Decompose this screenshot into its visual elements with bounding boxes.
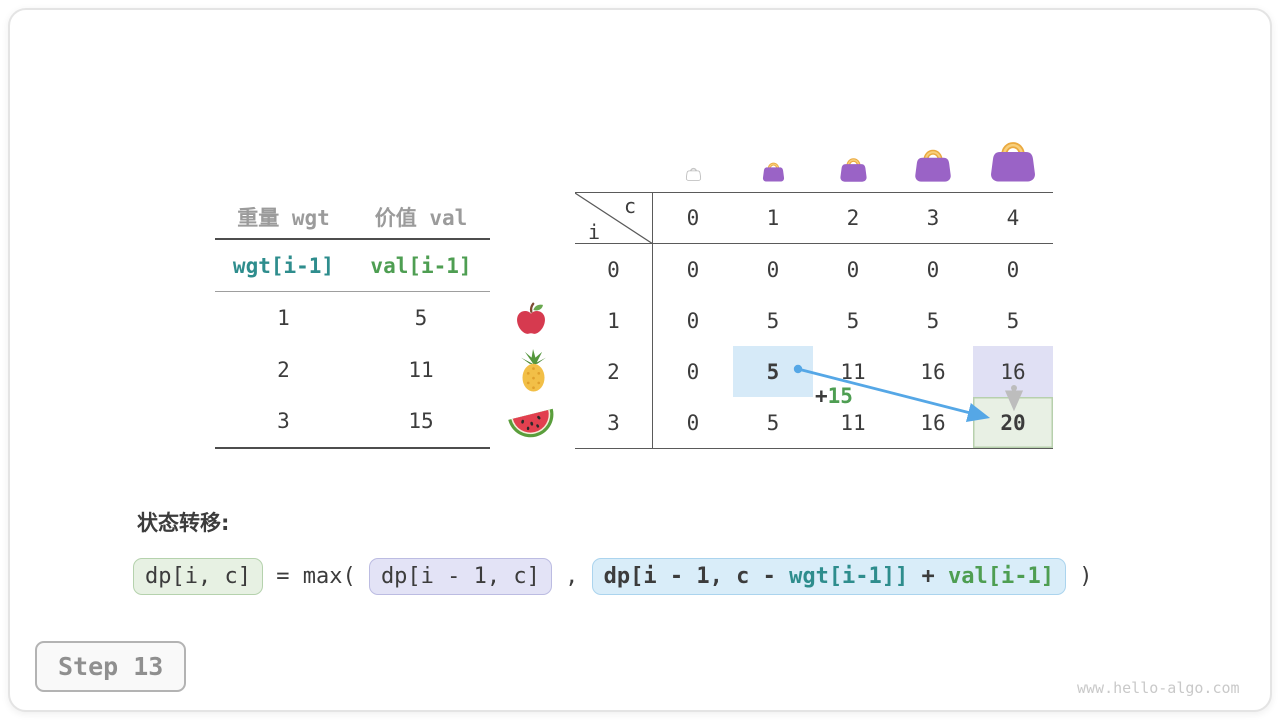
- dp-cell-3-4-result-highlight: 20: [973, 397, 1053, 448]
- formula-comma: ,: [551, 564, 592, 589]
- item-2-value: 11: [408, 357, 434, 382]
- formula-arg2-box: dp[i - 1, c - wgt[i-1]] + val[i-1]: [591, 558, 1067, 595]
- items-var-wgt: wgt[i-1]: [215, 240, 352, 292]
- dp-row-header: 3: [575, 397, 653, 448]
- dp-col-header: 4: [973, 193, 1053, 244]
- items-col-header-value: 价值 val: [352, 195, 490, 240]
- corner-label-i: i: [588, 220, 601, 244]
- watermark-url: www.hello-algo.com: [1077, 679, 1240, 697]
- dp-cell-2-3: 16: [920, 359, 946, 384]
- dp-cell-3-1: 5: [766, 410, 780, 435]
- dp-cell-0-4: 0: [1006, 257, 1020, 282]
- pineapple-icon: [521, 348, 546, 392]
- formula-lhs-box: dp[i, c]: [133, 558, 263, 595]
- transition-label: 状态转移:: [137, 511, 230, 535]
- watermelon-icon: [508, 408, 554, 438]
- dp-cell-2-0: 0: [686, 359, 700, 384]
- items-table: 重量 wgt 价值 val wgt[i-1] val[i-1] 1 5 2 11…: [215, 195, 490, 449]
- dp-table: c i 0 1 2 3 4 0 0 0 0 0 0 1 0 5 5 5 5 2 …: [575, 192, 1053, 449]
- formula-arg1-box: dp[i - 1, c]: [368, 558, 552, 595]
- items-col-header-weight: 重量 wgt: [215, 195, 352, 240]
- dp-cell-3-0: 0: [686, 410, 700, 435]
- dp-row-header: 2: [575, 346, 653, 397]
- bag-icon-capacity-3: [915, 149, 951, 182]
- transition-formula: dp[i, c] = max( dp[i - 1, c] , dp[i - 1,…: [133, 558, 1093, 595]
- formula-close-paren: ): [1066, 564, 1093, 589]
- dp-cell-0-2: 0: [846, 257, 860, 282]
- dp-cell-1-3: 5: [926, 308, 940, 333]
- dp-cell-1-0: 0: [686, 308, 700, 333]
- add-value-annotation: +15: [815, 384, 853, 408]
- arg2-head: dp[i - 1, c -: [603, 564, 790, 589]
- added-value: 15: [827, 384, 853, 408]
- arg2-wgt-term: wgt[i-1]]: [789, 564, 909, 589]
- dp-col-header: 1: [733, 193, 813, 244]
- dp-cell-1-1: 5: [766, 308, 780, 333]
- bag-icon-capacity-0: [685, 167, 702, 181]
- dp-cell-2-4-compare-highlight: 16: [973, 346, 1053, 397]
- dp-cell-0-3: 0: [926, 257, 940, 282]
- dp-col-header: 0: [653, 193, 733, 244]
- corner-diagonal-line: [575, 193, 653, 244]
- arg2-plus: +: [908, 564, 949, 589]
- corner-label-c: c: [623, 194, 636, 218]
- formula-equals-max: = max(: [262, 564, 369, 589]
- dp-row-header: 0: [575, 244, 653, 295]
- item-3-value: 15: [408, 409, 434, 433]
- dp-row-header: 1: [575, 295, 653, 346]
- step-badge: Step 13: [35, 641, 187, 692]
- item-2-weight: 2: [277, 357, 290, 382]
- dp-cell-3-3: 16: [920, 410, 946, 435]
- dp-col-header: 3: [893, 193, 973, 244]
- dp-cell-1-4: 5: [1006, 308, 1020, 333]
- dp-col-header: 2: [813, 193, 893, 244]
- apple-icon: [517, 302, 545, 334]
- bag-icon-capacity-4: [991, 142, 1035, 182]
- bag-icon-capacity-2: [840, 158, 867, 182]
- bag-icon-capacity-1: [762, 162, 785, 182]
- arg2-val-term: val[i-1]: [948, 564, 1055, 589]
- item-1-value: 5: [414, 306, 428, 330]
- plus-sign: +: [815, 384, 828, 408]
- dp-cell-0-1: 0: [766, 257, 780, 282]
- dp-corner-cell: c i: [575, 193, 653, 244]
- item-3-weight: 3: [277, 409, 290, 433]
- item-1-weight: 1: [277, 306, 290, 330]
- dp-cell-0-0: 0: [686, 257, 700, 282]
- items-var-val: val[i-1]: [352, 240, 490, 292]
- dp-cell-1-2: 5: [846, 308, 860, 333]
- dp-cell-2-1-source-highlight: 5: [733, 346, 813, 397]
